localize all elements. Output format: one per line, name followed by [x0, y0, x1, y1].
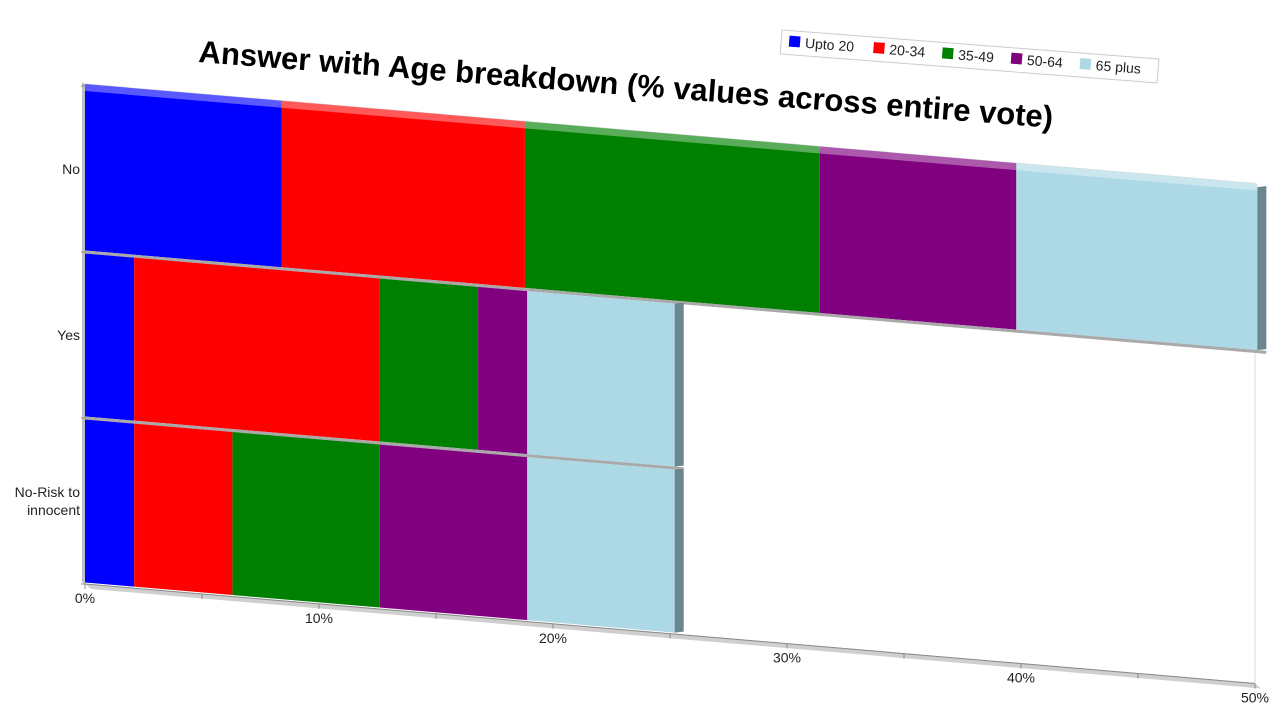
bar-segment-20-34-2 [134, 257, 380, 442]
axes: No Yes No-Risk to innocent 0% 10% 20% 30% 40% 50% [15, 85, 1269, 705]
x-tick-label: 50% [1241, 689, 1269, 705]
legend-swatch [941, 47, 954, 60]
legend-label: 20-34 [889, 41, 926, 60]
category-label: Yes [57, 327, 80, 343]
legend-swatch [1079, 57, 1092, 70]
bar-segment-upto-20-2 [85, 253, 135, 421]
bar-top-face [281, 100, 525, 129]
category-separator [84, 250, 1267, 354]
x-tick-label: 20% [539, 630, 567, 646]
category-label: No-Risk to innocent [15, 484, 81, 518]
bar-segment-65-plus-2 [527, 291, 675, 467]
plot-area [82, 82, 1267, 689]
bar-segment-65-plus-3 [527, 457, 675, 633]
bar-segment-35-49-2 [379, 278, 479, 450]
bar-end-face [674, 302, 684, 467]
bar-end-face [1257, 186, 1267, 351]
bar-segment-35-49-3 [232, 432, 380, 608]
chart-floor [85, 584, 1261, 689]
bar-segment-20-34-1 [281, 104, 525, 288]
legend: Upto 20 20-34 35-49 50-64 65 plus [779, 29, 1160, 84]
bar-segment-35-49-1 [524, 124, 820, 313]
chart-wall [82, 82, 85, 584]
bar-segment-upto-20-1 [85, 87, 282, 268]
legend-label: 65 plus [1095, 57, 1141, 76]
bar-segment-50-64-3 [379, 444, 528, 621]
x-tick-label: 10% [305, 610, 333, 626]
legend-label: 50-64 [1026, 52, 1063, 71]
category-label: No [62, 161, 80, 177]
x-tick-label: 40% [1007, 670, 1035, 686]
bar-end-face [674, 468, 684, 633]
bar-top-face [85, 84, 282, 108]
bar-segment-65-plus-1 [1016, 166, 1258, 351]
category-separator [84, 416, 684, 471]
bar-top-face [819, 146, 1017, 171]
legend-swatch [873, 42, 885, 54]
x-tick-label: 30% [773, 650, 801, 666]
legend-swatch [788, 35, 801, 48]
legend-swatch [1010, 52, 1023, 65]
legend-label: Upto 20 [804, 35, 854, 55]
x-tick-label: 0% [75, 590, 95, 606]
legend-label: 35-49 [958, 47, 995, 66]
bar-segment-upto-20-3 [85, 419, 135, 587]
bar-top-face [524, 121, 820, 154]
bar-top-face [1016, 163, 1258, 191]
bar-segment-20-34-3 [134, 423, 233, 596]
bar-segment-50-64-2 [478, 286, 528, 455]
bar-segment-50-64-1 [819, 149, 1017, 330]
